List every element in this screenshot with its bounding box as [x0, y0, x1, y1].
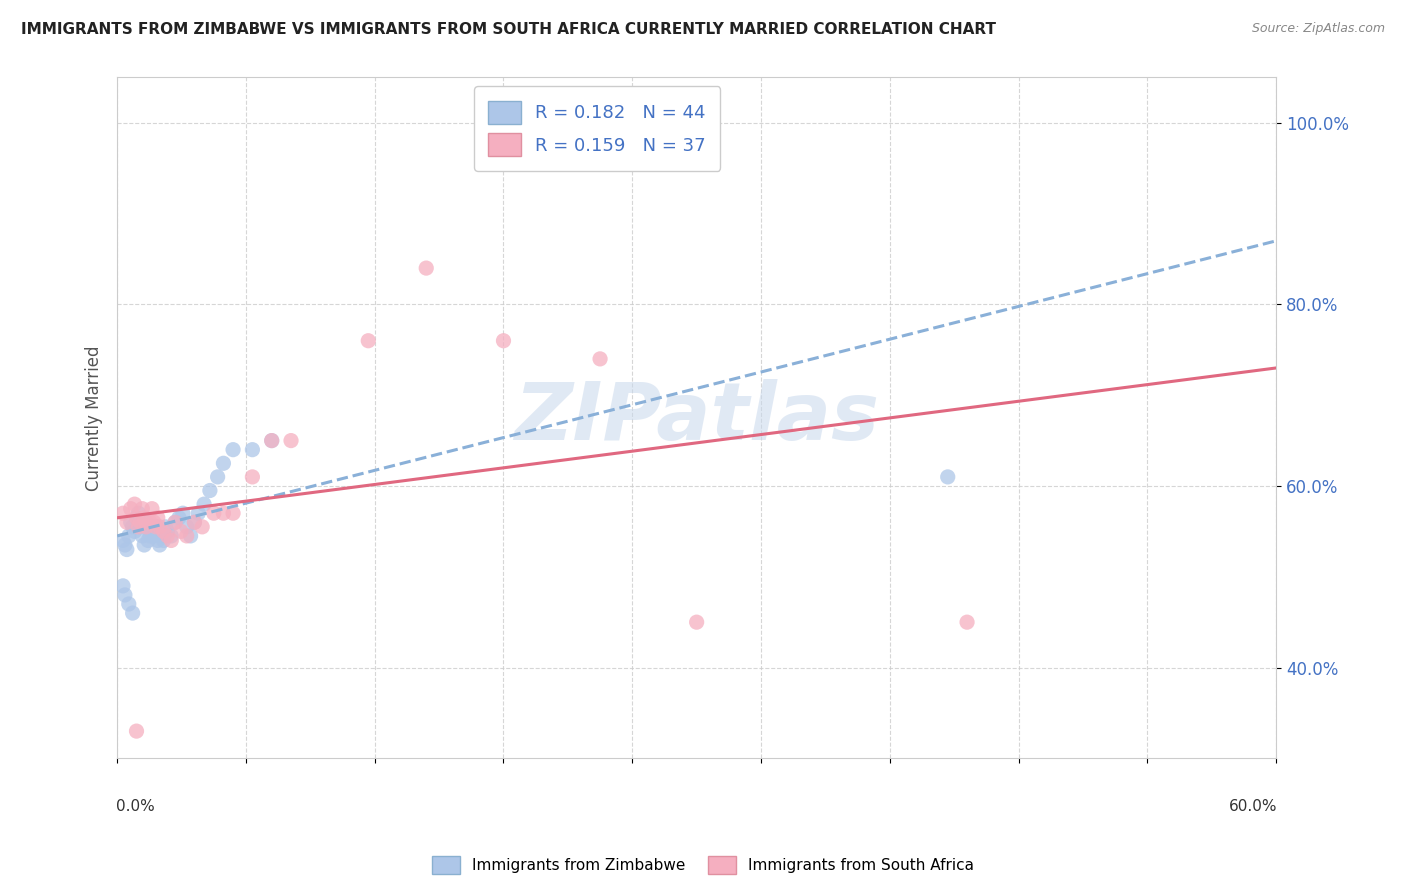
Point	[936, 470, 959, 484]
Point	[118, 529, 141, 543]
Point	[152, 524, 174, 539]
Point	[357, 334, 380, 348]
Point	[212, 506, 235, 520]
Y-axis label: Currently Married: Currently Married	[86, 345, 103, 491]
Point	[142, 516, 165, 530]
Point	[198, 483, 221, 498]
Point	[207, 470, 229, 484]
Text: 60.0%: 60.0%	[1229, 799, 1277, 814]
Point	[135, 520, 157, 534]
Point	[139, 516, 162, 530]
Point	[187, 506, 209, 520]
Point	[127, 520, 149, 534]
Point	[145, 520, 167, 534]
Text: Source: ZipAtlas.com: Source: ZipAtlas.com	[1251, 22, 1385, 36]
Point	[260, 434, 283, 448]
Point	[121, 520, 143, 534]
Point	[141, 501, 163, 516]
Point	[180, 529, 202, 543]
Point	[149, 520, 172, 534]
Point	[172, 506, 194, 520]
Point	[134, 510, 156, 524]
Text: ZIPatlas: ZIPatlas	[515, 379, 879, 457]
Point	[152, 533, 174, 548]
Point	[176, 520, 198, 534]
Point	[146, 510, 169, 524]
Point	[131, 529, 153, 543]
Point	[145, 520, 167, 534]
Point	[131, 501, 153, 516]
Point	[176, 529, 198, 543]
Point	[260, 434, 283, 448]
Point	[135, 516, 157, 530]
Point	[114, 588, 136, 602]
Point	[165, 516, 187, 530]
Point	[127, 506, 149, 520]
Point	[129, 516, 152, 530]
Point	[202, 506, 225, 520]
Point	[111, 579, 134, 593]
Point	[492, 334, 515, 348]
Point	[129, 520, 152, 534]
Point	[150, 529, 173, 543]
Point	[156, 529, 179, 543]
Legend: R = 0.182   N = 44, R = 0.159   N = 37: R = 0.182 N = 44, R = 0.159 N = 37	[474, 87, 720, 170]
Point	[139, 529, 162, 543]
Point	[149, 538, 172, 552]
Point	[136, 533, 159, 548]
Point	[124, 497, 146, 511]
Point	[114, 538, 136, 552]
Point	[118, 597, 141, 611]
Point	[280, 434, 302, 448]
Point	[212, 456, 235, 470]
Point	[141, 524, 163, 539]
Point	[222, 442, 245, 457]
Point	[242, 470, 264, 484]
Point	[242, 442, 264, 457]
Point	[415, 261, 437, 276]
Point	[115, 516, 138, 530]
Point	[111, 506, 134, 520]
Point	[155, 520, 177, 534]
Point	[146, 533, 169, 548]
Point	[193, 497, 215, 511]
Legend: Immigrants from Zimbabwe, Immigrants from South Africa: Immigrants from Zimbabwe, Immigrants fro…	[426, 850, 980, 880]
Point	[125, 510, 148, 524]
Point	[142, 529, 165, 543]
Point	[183, 516, 205, 530]
Point	[111, 533, 134, 548]
Point	[125, 724, 148, 739]
Point	[125, 510, 148, 524]
Point	[685, 615, 707, 629]
Point	[160, 533, 183, 548]
Point	[120, 516, 142, 530]
Point	[170, 524, 193, 539]
Point	[191, 520, 214, 534]
Point	[956, 615, 979, 629]
Point	[124, 524, 146, 539]
Point	[183, 516, 205, 530]
Point	[165, 516, 187, 530]
Point	[156, 524, 179, 539]
Point	[121, 606, 143, 620]
Point	[222, 506, 245, 520]
Text: 0.0%: 0.0%	[117, 799, 155, 814]
Point	[120, 501, 142, 516]
Point	[160, 529, 183, 543]
Point	[134, 538, 156, 552]
Text: IMMIGRANTS FROM ZIMBABWE VS IMMIGRANTS FROM SOUTH AFRICA CURRENTLY MARRIED CORRE: IMMIGRANTS FROM ZIMBABWE VS IMMIGRANTS F…	[21, 22, 995, 37]
Point	[115, 542, 138, 557]
Point	[589, 351, 612, 366]
Point	[167, 510, 190, 524]
